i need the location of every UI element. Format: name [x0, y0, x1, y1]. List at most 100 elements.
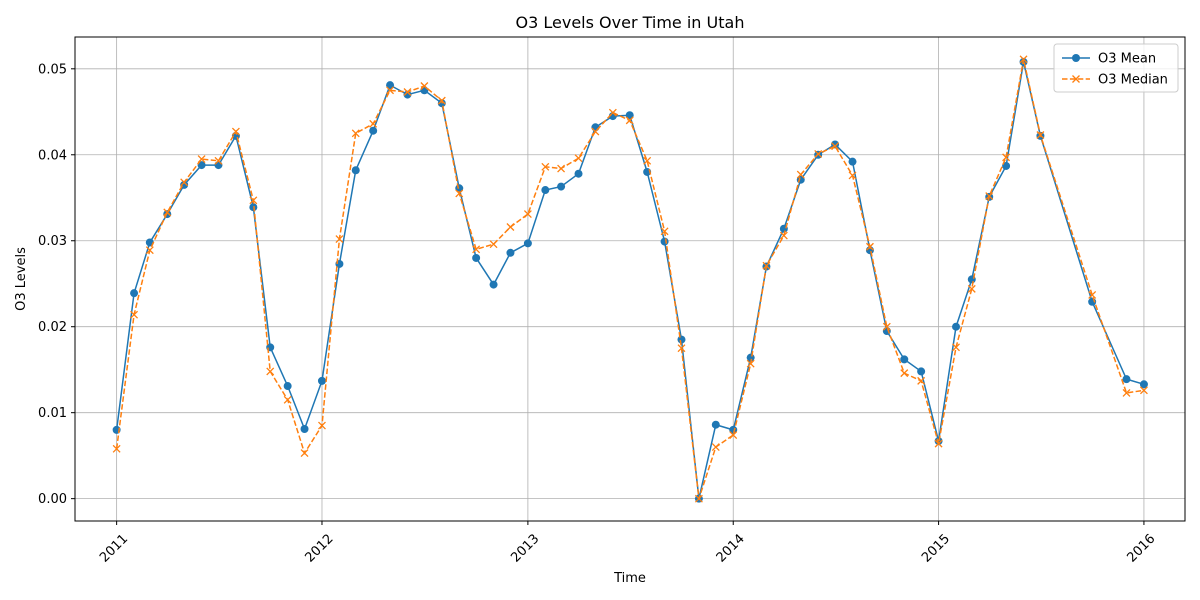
legend-label: O3 Mean — [1098, 52, 1156, 67]
data-point — [197, 155, 206, 164]
data-point — [917, 376, 926, 385]
x-tick-label: 2014 — [714, 532, 748, 566]
data-point — [523, 210, 532, 219]
data-point — [762, 261, 771, 270]
data-point — [1139, 380, 1148, 389]
data-point — [591, 127, 600, 136]
data-point — [557, 164, 566, 173]
data-point — [900, 355, 909, 364]
x-tick-label: 2011 — [97, 532, 131, 566]
data-point — [455, 189, 464, 198]
x-axis-label: Time — [613, 571, 646, 586]
data-point — [952, 322, 961, 331]
data-point — [1139, 386, 1148, 395]
data-point — [608, 108, 617, 117]
data-point — [130, 289, 139, 298]
data-point — [882, 322, 891, 331]
data-point — [1019, 55, 1028, 64]
legend-marker — [1072, 54, 1080, 62]
x-tick-label: 2012 — [303, 532, 337, 566]
data-point — [145, 246, 154, 255]
y-tick-label: 0.03 — [38, 234, 67, 249]
x-tick-label: 2015 — [919, 532, 953, 566]
legend-box — [1053, 43, 1179, 93]
data-point — [300, 425, 309, 434]
y-tick-label: 0.01 — [38, 406, 67, 421]
data-point — [711, 443, 720, 452]
x-tick-label: 2016 — [1124, 532, 1158, 566]
data-point — [369, 126, 378, 135]
data-point — [591, 123, 600, 132]
data-point — [848, 171, 857, 180]
data-point — [335, 235, 344, 243]
data-point — [403, 88, 412, 96]
data-point — [197, 161, 206, 170]
data-point — [266, 367, 275, 376]
data-point — [472, 253, 481, 262]
data-point — [318, 421, 326, 430]
data-point — [489, 240, 498, 249]
data-point — [814, 149, 823, 158]
data-point — [677, 344, 686, 353]
plot-area — [75, 37, 1185, 521]
y-axis-label: O3 Levels — [14, 247, 29, 311]
data-point — [796, 170, 805, 179]
data-point — [369, 119, 378, 128]
data-point — [779, 231, 788, 240]
data-point — [489, 280, 498, 289]
data-point — [163, 208, 172, 217]
data-point — [625, 111, 634, 120]
data-point — [403, 90, 412, 99]
data-point — [541, 186, 550, 195]
data-point — [231, 127, 240, 136]
data-point — [283, 382, 292, 391]
plot-frame — [74, 36, 1186, 522]
data-point — [523, 239, 532, 248]
data-point — [557, 182, 566, 191]
data-point — [130, 310, 139, 319]
data-point — [437, 96, 446, 105]
data-point — [574, 169, 583, 178]
data-point — [351, 129, 360, 138]
data-point — [865, 242, 874, 251]
series-o3-median — [112, 55, 1148, 503]
data-point — [1122, 375, 1131, 384]
data-point — [967, 284, 976, 293]
data-point — [677, 335, 686, 344]
data-point — [848, 157, 857, 166]
data-point — [831, 142, 840, 151]
data-point — [1002, 153, 1011, 162]
grid — [75, 37, 1185, 521]
data-point — [660, 227, 669, 236]
data-point — [506, 248, 515, 257]
data-point — [625, 116, 634, 125]
data-point — [472, 245, 481, 254]
data-point — [541, 162, 550, 171]
legend-marker — [1072, 75, 1080, 83]
data-point — [386, 81, 395, 90]
data-point — [1088, 290, 1097, 299]
data-point — [643, 156, 652, 165]
data-point — [694, 494, 703, 503]
data-point — [386, 86, 395, 95]
data-point — [300, 449, 309, 458]
data-point — [283, 395, 292, 404]
data-point — [112, 444, 121, 453]
data-point — [711, 420, 720, 429]
data-point — [952, 343, 960, 352]
data-point — [660, 237, 669, 246]
data-point — [506, 223, 515, 231]
y-tick-label: 0.04 — [38, 148, 67, 163]
data-point — [746, 359, 755, 368]
data-point — [729, 431, 738, 439]
y-tick-label: 0.02 — [38, 320, 67, 335]
legend: O3 Mean O3 Median — [1053, 43, 1179, 93]
data-point — [214, 161, 223, 170]
data-point — [420, 82, 429, 90]
data-point — [1002, 161, 1011, 170]
series-line — [115, 59, 1145, 499]
data-point — [934, 439, 943, 448]
legend-label: O3 Median — [1098, 73, 1168, 88]
y-tick-label: 0.05 — [38, 62, 67, 77]
